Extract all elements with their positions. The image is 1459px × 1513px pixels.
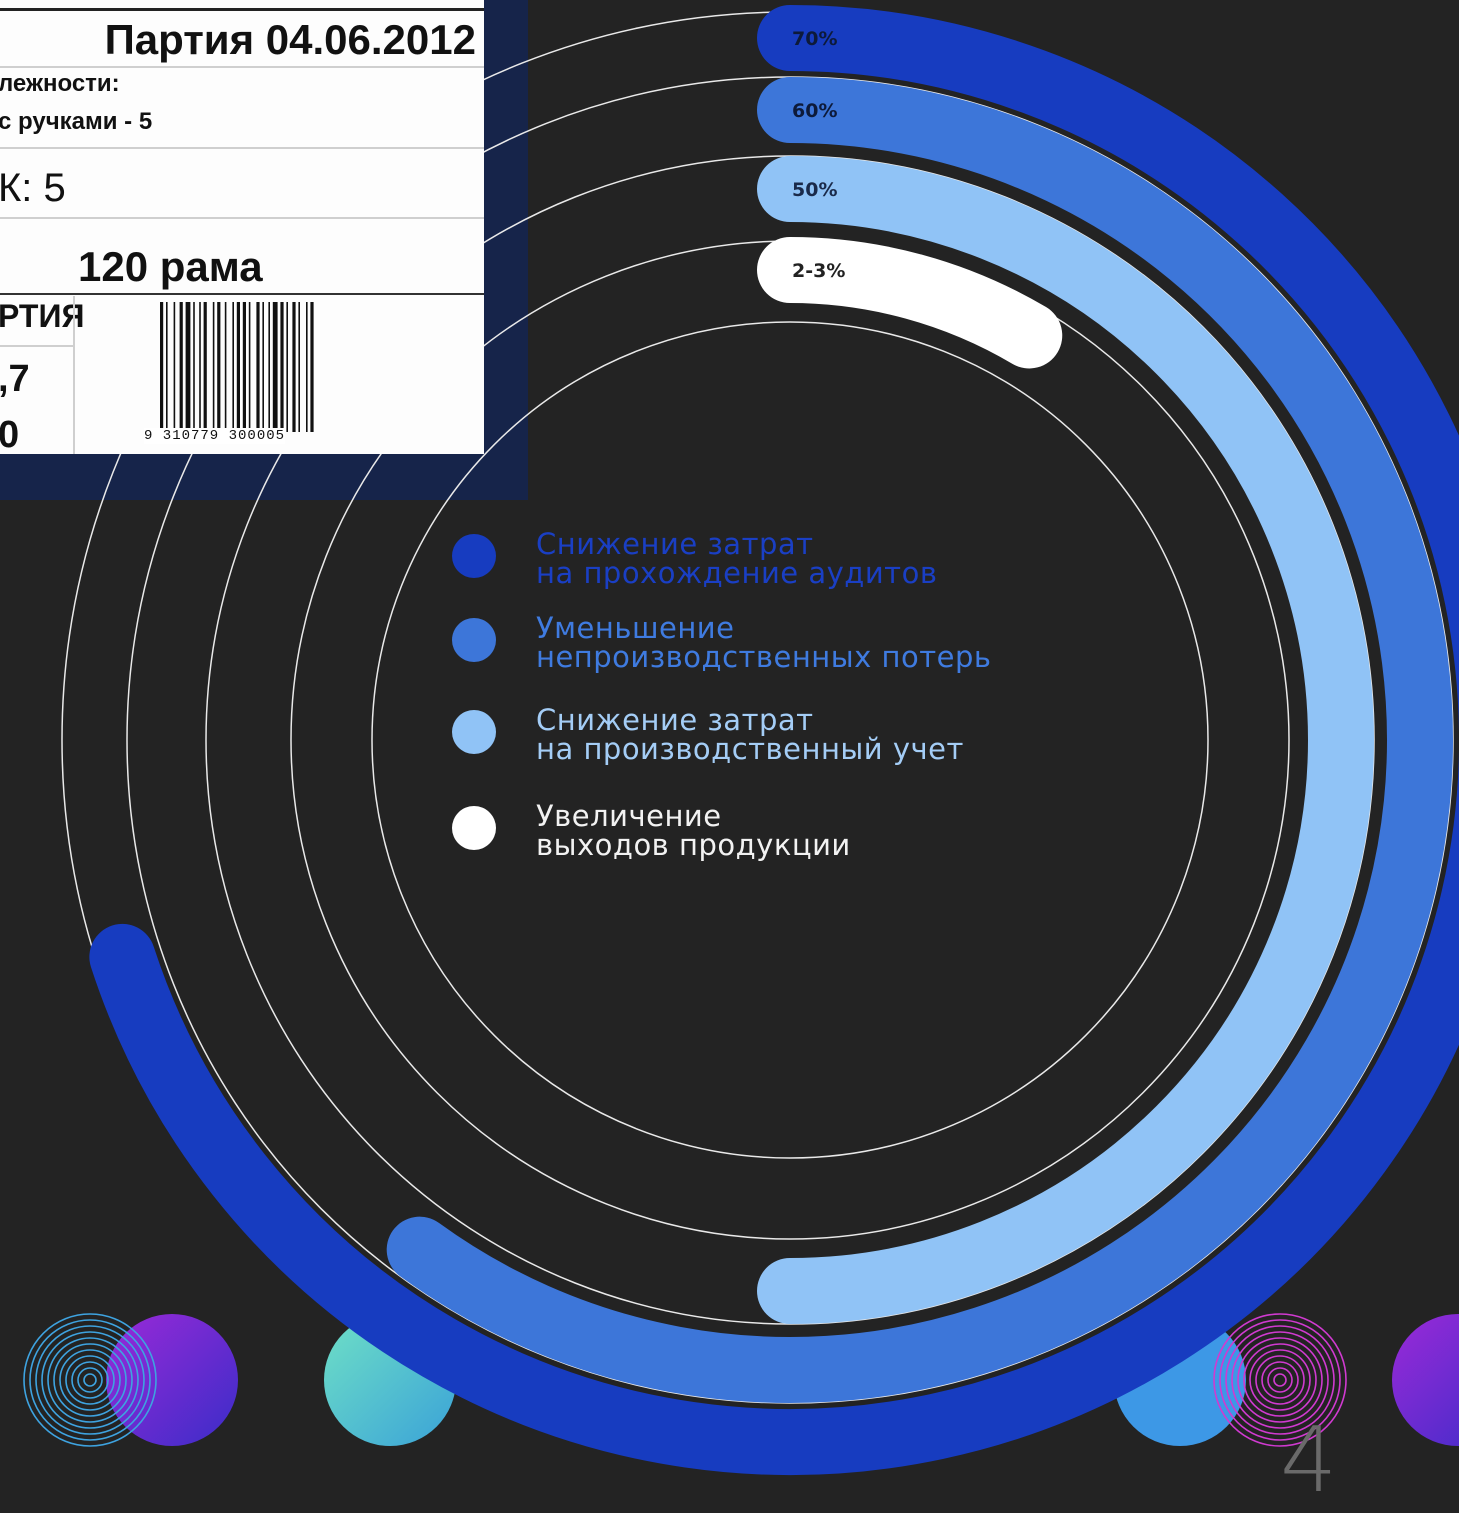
- label-top-strip: [0, 0, 484, 11]
- barcode-bar: [298, 302, 300, 432]
- barcode-bar: [173, 302, 176, 432]
- decor-ring: [23, 1313, 157, 1447]
- barcode-bar: [217, 302, 221, 432]
- decor-ring: [77, 1367, 103, 1393]
- decor-ring: [1267, 1367, 1293, 1393]
- legend-item-accounting: Снижение затрат на производственный учет: [450, 706, 1050, 776]
- barcode-bar: [160, 302, 164, 432]
- decor-ring: [47, 1337, 133, 1423]
- decor-ring: [83, 1373, 97, 1387]
- decor-ring: [1243, 1343, 1317, 1417]
- barcode-bar: [199, 302, 201, 432]
- label-line-4: 120 рама: [78, 243, 263, 290]
- purple-circle-right: [1392, 1314, 1459, 1446]
- decor-ring: [53, 1343, 127, 1417]
- decor-ring: [1273, 1373, 1287, 1387]
- decor-ring: [35, 1325, 145, 1435]
- label-divider: [0, 66, 484, 68]
- barcode: [160, 302, 314, 432]
- barcode-bar: [193, 302, 195, 432]
- label-line-1: лежности:: [0, 70, 120, 97]
- decor-ring: [1255, 1355, 1305, 1405]
- barcode-number: 9 310779 300005: [144, 428, 286, 444]
- barcode-bar: [224, 302, 227, 432]
- label-divider: [0, 147, 484, 149]
- decor-ring: [1231, 1331, 1329, 1429]
- decor-ring: [1261, 1361, 1299, 1399]
- barcode-bar: [268, 302, 270, 432]
- guide-circle: [371, 321, 1209, 1159]
- barcode-bar: [236, 302, 240, 432]
- percent-label-4: 2-3%: [792, 260, 845, 282]
- decor-ring: [1249, 1349, 1311, 1411]
- legend-dot-icon: [452, 534, 496, 578]
- legend-item-yield: Увеличение выходов продукции: [450, 802, 1050, 872]
- product-label-card: Партия 04.06.2012 лежности: с ручками - …: [0, 0, 484, 454]
- barcode-bar: [232, 302, 234, 432]
- barcode-bar: [280, 302, 284, 432]
- radial-bar-3: [757, 156, 1374, 1324]
- label-value-1: ,7: [0, 358, 30, 400]
- decor-ring: [59, 1349, 121, 1411]
- label-batch: РТИЯ: [0, 298, 85, 334]
- barcode-bar: [310, 302, 314, 432]
- label-divider: [0, 217, 484, 219]
- purple-circle-left: [106, 1314, 238, 1446]
- decor-ring: [1213, 1313, 1347, 1447]
- legend-label: Увеличение выходов продукции: [536, 799, 851, 862]
- barcode-bar: [185, 302, 191, 432]
- barcode-bar: [256, 302, 260, 432]
- label-line-2: с ручками - 5: [0, 108, 153, 135]
- barcode-bar: [203, 302, 207, 432]
- barcode-bar: [286, 302, 288, 432]
- radial-bars: [89, 5, 1459, 1475]
- legend-item-audits: Снижение затрат на прохождение аудитов: [450, 530, 1050, 600]
- percent-label-3: 50%: [792, 179, 837, 201]
- barcode-bar: [166, 302, 168, 432]
- label-divider-vertical: [73, 296, 75, 454]
- legend-dot-icon: [452, 710, 496, 754]
- radial-bar-4: [757, 237, 1063, 369]
- decor-ring: [41, 1331, 139, 1429]
- barcode-bar: [292, 302, 296, 432]
- radial-bar-2: [386, 77, 1453, 1403]
- page-number: 4: [1280, 1408, 1338, 1513]
- legend-dot-icon: [452, 806, 496, 850]
- radial-bar-1: [89, 5, 1459, 1475]
- decor-ring: [65, 1355, 115, 1405]
- decor-ring: [29, 1319, 151, 1441]
- label-value-2: 0: [0, 414, 20, 454]
- decor-ring: [1225, 1325, 1335, 1435]
- barcode-bar: [248, 302, 251, 432]
- legend-label: Снижение затрат на прохождение аудитов: [536, 527, 938, 590]
- label-divider: [0, 345, 74, 347]
- barcode-bar: [212, 302, 215, 432]
- decor-ring: [1237, 1337, 1323, 1423]
- decorative-circles: [23, 1313, 1459, 1447]
- barcode-bar: [272, 302, 278, 432]
- decor-ring: [1219, 1319, 1341, 1441]
- barcode-bar: [179, 302, 183, 432]
- label-divider: [0, 293, 484, 295]
- concentric-rings-left: [23, 1313, 157, 1447]
- barcode-bar: [306, 302, 308, 432]
- percent-labels: 70% 60% 50% 2-3%: [792, 28, 845, 282]
- barcode-bar: [262, 302, 264, 432]
- legend-label: Уменьшение непроизводственных потерь: [536, 611, 992, 674]
- barcode-bar: [242, 302, 246, 432]
- label-line-3: К: 5: [0, 166, 66, 210]
- legend-label: Снижение затрат на производственный учет: [536, 703, 964, 766]
- label-title: Партия 04.06.2012: [104, 16, 476, 63]
- percent-label-1: 70%: [792, 28, 837, 50]
- percent-label-2: 60%: [792, 100, 837, 122]
- legend-item-losses: Уменьшение непроизводственных потерь: [450, 614, 1050, 684]
- decor-ring: [71, 1361, 109, 1399]
- legend-dot-icon: [452, 618, 496, 662]
- concentric-rings-right: [1213, 1313, 1347, 1447]
